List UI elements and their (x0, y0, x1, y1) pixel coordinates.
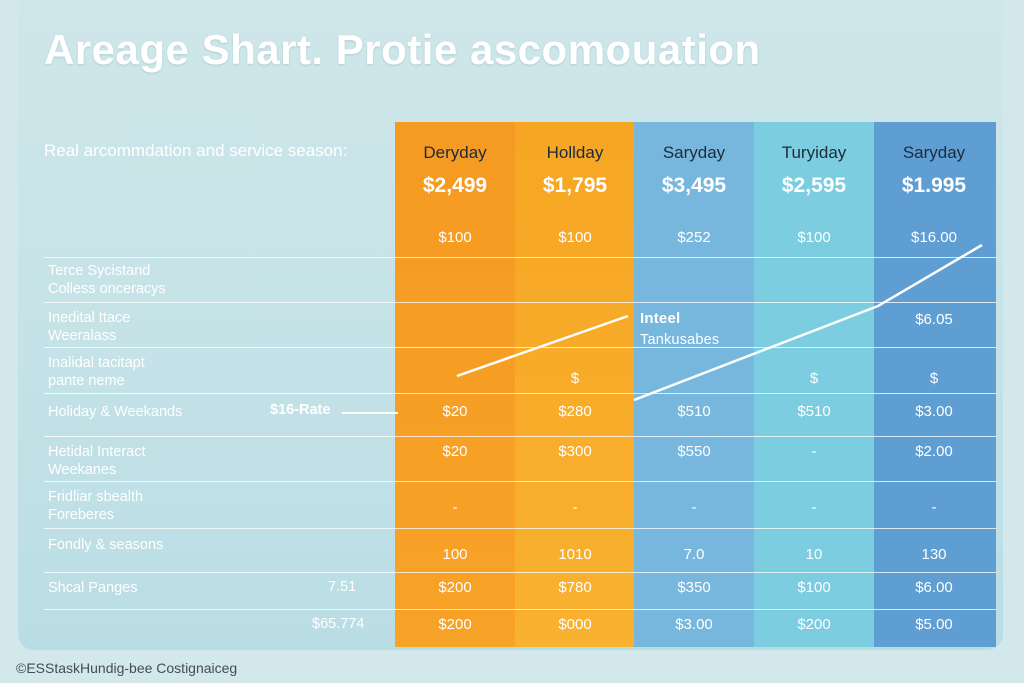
row-label-line: Terce Sycistand (48, 263, 151, 279)
row-label-line: pante neme (48, 373, 125, 389)
row-label-line: Inedital ttace (48, 310, 131, 326)
table-cell: $510 (677, 403, 711, 420)
column-band-5 (874, 122, 996, 647)
table-cell: $20 (442, 403, 468, 420)
column-band-4 (754, 122, 874, 647)
table-cell: 7.0 (683, 546, 705, 563)
table-cell: $000 (558, 616, 592, 633)
column-price-5: $1.995 (901, 174, 967, 197)
table-cell: - (691, 499, 697, 516)
grid-rule (44, 528, 996, 529)
row-label-line: Fridliar sbealth (48, 489, 144, 505)
chart-title: Areage Shart. Protie ascomouation (44, 26, 761, 73)
row-label-line: Foreberes (48, 507, 115, 523)
table-cell: - (811, 443, 817, 460)
table-cell: $200 (438, 616, 472, 633)
column-band-1 (395, 122, 515, 647)
table-cell: $300 (558, 443, 592, 460)
table-cell: $3.00 (915, 403, 953, 420)
table-cell: $6.05 (915, 311, 953, 328)
footer-credit: ©ESStaskHundig-bee Costignaiceg (16, 660, 238, 676)
row-side-value: $65.774 (312, 616, 365, 632)
chart-subtitle: Real arcommdation and service season: (44, 141, 348, 160)
row-label-line: Weeralass (48, 328, 117, 344)
column-price-3: $3,495 (661, 174, 727, 197)
column-header-1: Deryday (423, 143, 487, 162)
grid-rule (44, 302, 996, 303)
table-cell: 1010 (558, 546, 592, 563)
row-label-2: Terce Sycistand Colless onceracys (48, 262, 166, 298)
grid-rule (44, 257, 996, 258)
row-label-6: Hetidal Interact Weekanes (48, 443, 146, 479)
annotation-label-2: Tankusabes (640, 332, 720, 348)
table-cell: $780 (558, 579, 592, 596)
table-cell: $100 (438, 229, 472, 246)
trend-line-right-upper (877, 243, 983, 308)
column-header-5: Saryday (902, 143, 966, 162)
table-cell: $2.00 (915, 443, 953, 460)
row-label-line: Fondly & seasons (48, 537, 164, 553)
row-label-7: Fridliar sbealth Foreberes (48, 488, 143, 524)
trend-line-right (633, 304, 879, 402)
row-label-line: Shcal Panges (48, 580, 138, 596)
row-label-9: Shcal Panges (48, 579, 137, 597)
table-cell: $20 (442, 443, 468, 460)
column-header-4: Turyiday (781, 143, 847, 162)
column-header-3: Saryday (662, 143, 726, 162)
table-cell: $6.00 (915, 579, 953, 596)
row-label-line: Inalidal tacitapt (48, 355, 145, 371)
table-cell: $ (929, 370, 939, 387)
row-label-4: Inalidal tacitapt pante neme (48, 354, 145, 390)
row-label-8: Fondly & seasons (48, 536, 163, 554)
table-cell: $16.00 (911, 229, 957, 246)
table-cell: - (452, 499, 458, 516)
table-cell: - (931, 499, 937, 516)
grid-rule (44, 436, 996, 437)
row-label-line: Hetidal Interact (48, 444, 146, 460)
column-band-3 (634, 122, 754, 647)
grid-rule (44, 609, 996, 610)
table-cell: $ (809, 370, 819, 387)
table-cell: 10 (805, 546, 823, 563)
table-cell: 100 (442, 546, 468, 563)
table-cell: $ (570, 370, 580, 387)
row-side-value: $16-Rate (270, 402, 331, 418)
table-cell: $100 (558, 229, 592, 246)
table-cell: $100 (797, 229, 831, 246)
column-price-2: $1,795 (542, 174, 608, 197)
table-cell: $550 (677, 443, 711, 460)
grid-rule (44, 347, 996, 348)
table-cell: $5.00 (915, 616, 953, 633)
table-cell: $252 (677, 229, 711, 246)
column-header-2: Hollday (546, 143, 604, 162)
table-cell: $200 (438, 579, 472, 596)
row-label-3: Inedital ttace Weeralass (48, 309, 130, 345)
grid-rule (44, 481, 996, 482)
table-cell: - (572, 499, 578, 516)
row-label-5: Holiday & Weekands (48, 403, 182, 421)
column-price-4: $2,595 (781, 174, 847, 197)
table-cell: $280 (558, 403, 592, 420)
row-label-line: Colless onceracys (48, 281, 166, 297)
table-cell: $200 (797, 616, 831, 633)
row-side-value: 7.51 (328, 579, 357, 595)
table-cell: $3.00 (675, 616, 713, 633)
row-label-line: Weekanes (48, 462, 117, 478)
row-label-line: Holiday & Weekands (48, 404, 183, 420)
table-cell: $510 (797, 403, 831, 420)
table-cell: 130 (921, 546, 947, 563)
annotation-label-1: Inteel (640, 310, 681, 327)
trend-line-left (456, 314, 629, 378)
table-cell: $100 (797, 579, 831, 596)
column-band-2 (515, 122, 635, 647)
table-cell: - (811, 499, 817, 516)
grid-rule (44, 393, 996, 394)
table-cell: $350 (677, 579, 711, 596)
column-price-1: $2,499 (422, 174, 488, 197)
grid-rule (44, 572, 996, 573)
